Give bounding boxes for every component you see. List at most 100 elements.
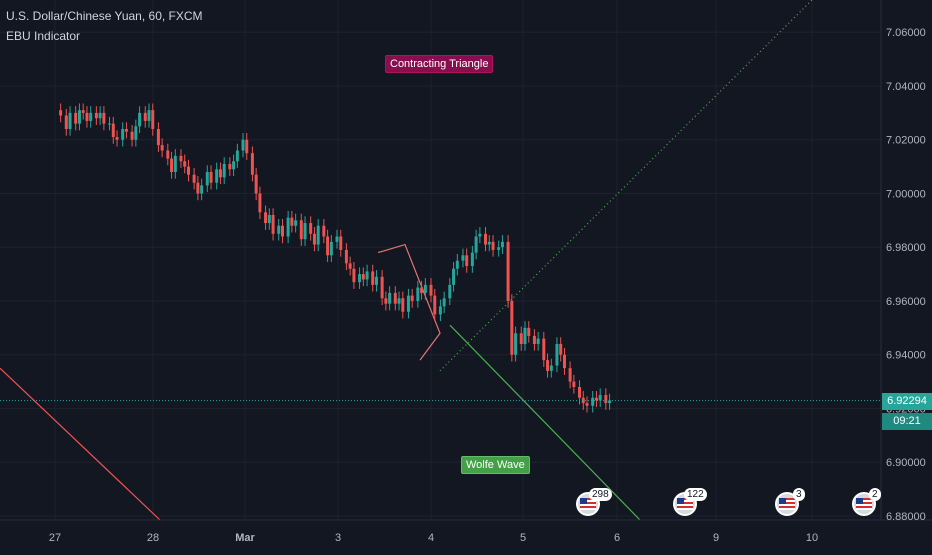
time-axis[interactable] (0, 520, 932, 550)
time-tick-label: 6 (614, 532, 620, 544)
candle-body (438, 306, 442, 315)
candle-body (519, 333, 523, 344)
candle-body (264, 212, 268, 224)
contracting-triangle-label: Contracting Triangle (385, 55, 494, 73)
candle-body (222, 163, 226, 178)
candle-body (138, 112, 142, 127)
candle-body (147, 110, 151, 121)
candle-body (173, 155, 177, 172)
price-tick-label: 7.04000 (886, 81, 926, 93)
candle-body (344, 249, 348, 264)
wolfe-wave-projection-line (439, 0, 813, 372)
candle-body (94, 112, 98, 119)
candle-body (326, 236, 330, 256)
candle-body (591, 397, 595, 406)
candle-body (549, 365, 553, 371)
candle-body (491, 241, 495, 250)
candle-body (143, 112, 147, 121)
candle-body (160, 145, 164, 151)
price-tick-label: 7.02000 (886, 135, 926, 147)
candle-body (156, 128, 160, 146)
candle-body (85, 112, 89, 121)
candle-body (581, 397, 585, 404)
candle-body (572, 381, 576, 387)
candle-body (448, 284, 452, 299)
price-tick-label: 6.96000 (886, 296, 926, 308)
candle-body (487, 241, 491, 245)
candle-body (361, 274, 365, 280)
candle-body (322, 225, 326, 237)
candle-body (124, 128, 128, 132)
candle-body (380, 276, 384, 299)
price-axis[interactable] (881, 0, 932, 520)
time-tick-label: 5 (520, 532, 526, 544)
chart-title[interactable]: U.S. Dollar/Chinese Yuan, 60, FXCM (6, 9, 203, 23)
candle-body (384, 298, 388, 304)
candle-body (514, 333, 518, 355)
candle-body (497, 247, 501, 250)
time-tick-label: 3 (335, 532, 341, 544)
candle-body (585, 403, 589, 406)
candle-body (536, 338, 540, 344)
time-tick-label: 28 (147, 532, 159, 544)
candle-body (335, 236, 339, 242)
time-tick-label: 27 (49, 532, 61, 544)
candle-body (474, 236, 478, 253)
event-count-badge: 2 (869, 488, 881, 501)
candle-body (532, 335, 536, 344)
candle-body (186, 166, 190, 175)
indicator-label[interactable]: EBU Indicator (6, 29, 81, 43)
candle-body (68, 112, 72, 129)
candle-body (546, 360, 550, 371)
candle-body (442, 298, 446, 307)
candle-body (183, 161, 187, 167)
candle-body (74, 112, 78, 124)
candle-body (416, 287, 420, 301)
candle-body (250, 153, 254, 175)
candle-body (121, 128, 125, 140)
candle-body (452, 268, 456, 285)
event-flag-icon[interactable] (576, 492, 600, 516)
candle-body (271, 214, 275, 234)
candle-body (371, 271, 375, 285)
candle-body (406, 295, 410, 312)
candle-body (245, 139, 249, 154)
candle-body (258, 193, 262, 213)
price-tick-label: 6.94000 (886, 350, 926, 362)
event-flag-icon[interactable] (852, 492, 876, 516)
candle-body (77, 110, 81, 124)
candle-body (59, 110, 63, 116)
candle-body (339, 236, 343, 250)
candle-body (608, 400, 612, 404)
red-trend-line (0, 367, 161, 521)
candle-body (542, 338, 546, 361)
candles (59, 103, 612, 413)
candle-body (523, 327, 527, 344)
candle-body (235, 150, 239, 162)
price-tick-label: 6.98000 (886, 242, 926, 254)
candle-body (455, 260, 459, 269)
candle-body (358, 274, 362, 283)
candle-body (196, 182, 200, 194)
countdown-tag: 09:21 (882, 413, 932, 430)
candle-body (316, 225, 320, 245)
candle-body (393, 292, 397, 304)
candle-body (98, 112, 102, 119)
candle-body (209, 171, 213, 183)
time-tick-label: 9 (713, 532, 719, 544)
candle-body (241, 139, 245, 151)
candle-body (420, 287, 424, 293)
wolfe-wave-label: Wolfe Wave (461, 456, 530, 474)
candle-body (254, 174, 258, 194)
candle-body (433, 295, 437, 315)
candle-body (294, 220, 298, 226)
candle-body (352, 268, 356, 283)
candle-body (166, 150, 170, 159)
candle-body (410, 295, 414, 301)
price-tick-label: 7.00000 (886, 188, 926, 200)
candle-body (277, 225, 281, 234)
candle-body (374, 276, 378, 285)
candle-body (312, 233, 316, 245)
